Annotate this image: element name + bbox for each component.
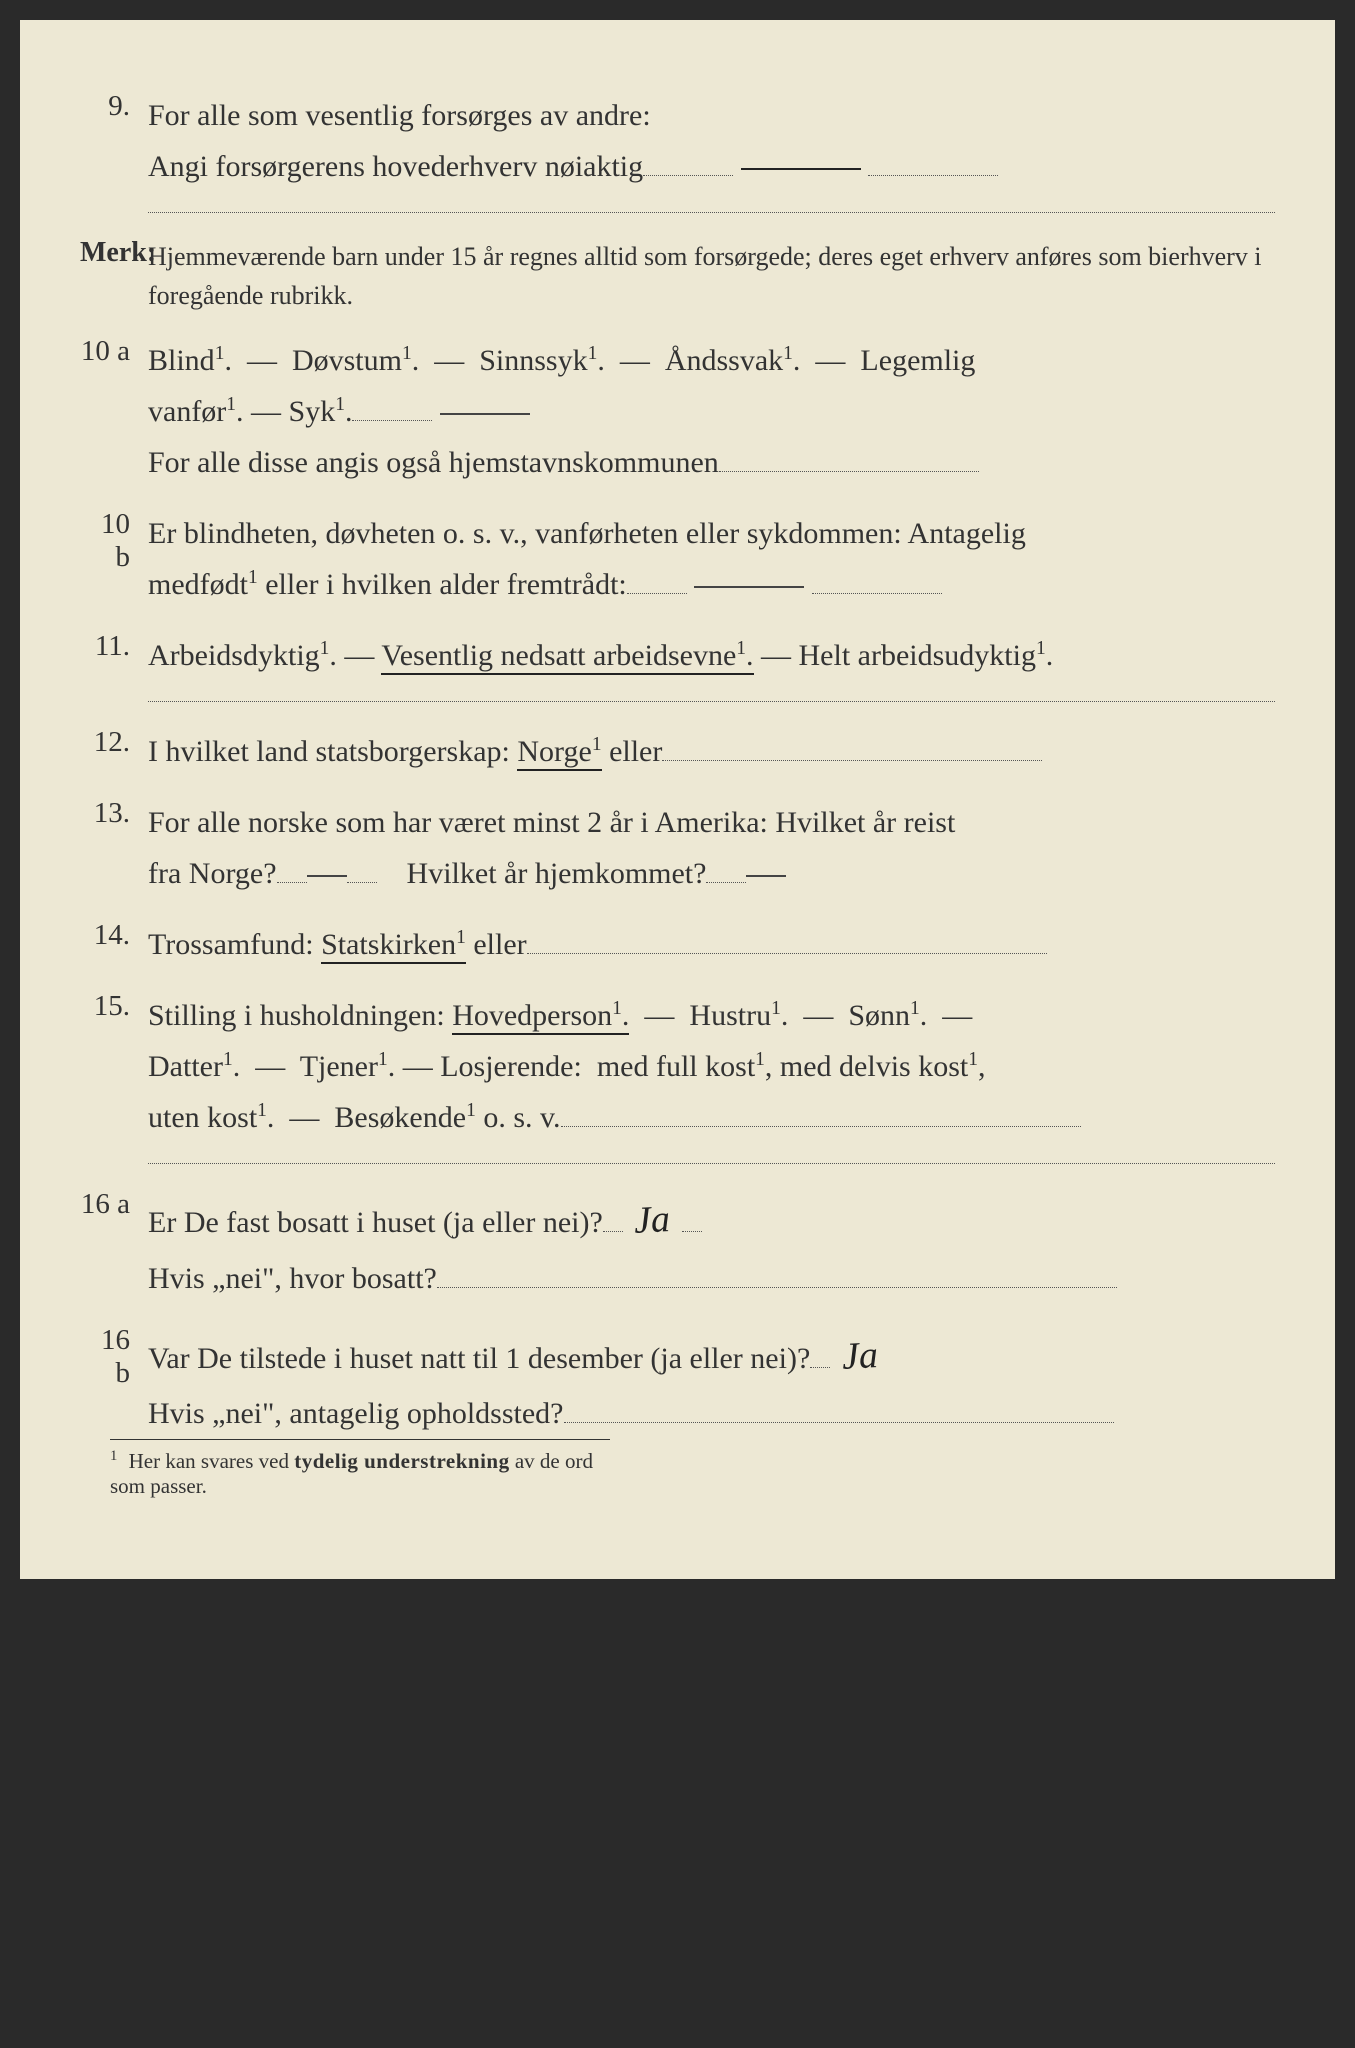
blank-line xyxy=(561,1126,1081,1127)
question-content: Var De tilstede i huset natt til 1 desem… xyxy=(148,1324,1275,1440)
q10a-options: Blind1. — Døvstum1. — Sinnssyk1. — Åndss… xyxy=(148,335,1275,386)
q15-line3: uten kost1. — Besøkende1 o. s. v. xyxy=(148,1092,1275,1143)
pen-mark xyxy=(741,168,861,170)
question-content: For alle norske som har været minst 2 år… xyxy=(148,797,1275,899)
q9-line1: For alle som vesentlig forsørges av andr… xyxy=(148,90,1275,141)
blank-line xyxy=(527,953,1047,954)
blank-line xyxy=(662,760,1042,761)
question-16a: 16 a Er De fast bosatt i huset (ja eller… xyxy=(80,1188,1275,1304)
question-13: 13. For alle norske som har været minst … xyxy=(80,797,1275,899)
footnote-marker: 1 xyxy=(110,1448,117,1464)
handwritten-answer: Ja xyxy=(633,1187,672,1253)
selected-option: Norge1 xyxy=(517,735,601,771)
question-number: 11. xyxy=(80,630,148,663)
divider-line xyxy=(148,701,1275,702)
blank-line xyxy=(277,882,307,883)
blank-line xyxy=(347,882,377,883)
selected-option: Hovedperson1. xyxy=(452,999,629,1035)
blank-line xyxy=(627,593,687,594)
question-12: 12. I hvilket land statsborgerskap: Norg… xyxy=(80,726,1275,777)
question-14: 14. Trossamfund: Statskirken1 eller xyxy=(80,919,1275,970)
question-number: 12. xyxy=(80,726,148,759)
question-content: Er blindheten, døvheten o. s. v., vanfør… xyxy=(148,508,1275,610)
q10a-options-line2: vanfør1. — Syk1. xyxy=(148,386,1275,437)
question-15: 15. Stilling i husholdningen: Hovedperso… xyxy=(80,990,1275,1143)
pen-mark xyxy=(307,875,347,877)
q16b-line2: Hvis „nei", antagelig opholdssted? xyxy=(148,1388,1275,1439)
q10b-line2: medfødt1 eller i hvilken alder fremtrådt… xyxy=(148,559,1275,610)
divider-line xyxy=(148,212,1275,213)
question-content: Stilling i husholdningen: Hovedperson1. … xyxy=(148,990,1275,1143)
blank-line xyxy=(437,1287,1117,1288)
q10b-line1: Er blindheten, døvheten o. s. v., vanfør… xyxy=(148,508,1275,559)
q10a-line3: For alle disse angis også hjemstavnskomm… xyxy=(148,437,1275,488)
q16b-line1: Var De tilstede i huset natt til 1 desem… xyxy=(148,1324,1275,1389)
q15-line1: Stilling i husholdningen: Hovedperson1. … xyxy=(148,990,1275,1041)
question-9: 9. For alle som vesentlig forsørges av a… xyxy=(80,90,1275,192)
question-number: 15. xyxy=(80,990,148,1023)
footnote: 1 Her kan svares ved tydelig understrekn… xyxy=(110,1439,610,1499)
blank-line xyxy=(643,175,733,176)
q13-line2: fra Norge? Hvilket år hjemkommet? xyxy=(148,848,1275,899)
blank-line xyxy=(682,1231,702,1232)
question-10b: 10 b Er blindheten, døvheten o. s. v., v… xyxy=(80,508,1275,610)
question-number: 10 b xyxy=(80,508,148,574)
question-content: I hvilket land statsborgerskap: Norge1 e… xyxy=(148,726,1275,777)
q13-line1: For alle norske som har været minst 2 år… xyxy=(148,797,1275,848)
blank-line xyxy=(564,1422,1114,1423)
blank-line xyxy=(719,471,979,472)
census-form-page: 9. For alle som vesentlig forsørges av a… xyxy=(20,20,1335,1579)
question-10a: 10 a Blind1. — Døvstum1. — Sinnssyk1. — … xyxy=(80,335,1275,488)
question-number: 10 a xyxy=(80,335,148,368)
question-11: 11. Arbeidsdyktig1. — Vesentlig nedsatt … xyxy=(80,630,1275,681)
blank-line xyxy=(352,420,432,421)
blank-line xyxy=(812,593,942,594)
handwritten-answer: Ja xyxy=(840,1323,879,1389)
blank-line xyxy=(868,175,998,176)
blank-line xyxy=(706,882,746,883)
pen-mark xyxy=(694,586,804,588)
q16a-line2: Hvis „nei", hvor bosatt? xyxy=(148,1253,1275,1304)
selected-option: Vesentlig nedsatt arbeidsevne1. xyxy=(381,639,753,675)
question-content: Blind1. — Døvstum1. — Sinnssyk1. — Åndss… xyxy=(148,335,1275,488)
question-content: Er De fast bosatt i huset (ja eller nei)… xyxy=(148,1188,1275,1304)
pen-mark xyxy=(440,413,530,415)
question-number: 13. xyxy=(80,797,148,830)
merk-text: Hjemmeværende barn under 15 år regnes al… xyxy=(148,237,1275,315)
q16a-line1: Er De fast bosatt i huset (ja eller nei)… xyxy=(148,1188,1275,1253)
question-content: For alle som vesentlig forsørges av andr… xyxy=(148,90,1275,192)
blank-line xyxy=(810,1367,830,1368)
question-number: 16 a xyxy=(80,1188,148,1221)
question-number: 14. xyxy=(80,919,148,952)
question-content: Trossamfund: Statskirken1 eller xyxy=(148,919,1275,970)
q9-line2: Angi forsørgerens hovederhverv nøiaktig xyxy=(148,141,1275,192)
question-number: 16 b xyxy=(80,1324,148,1390)
selected-option: Statskirken1 xyxy=(321,928,466,964)
merk-label: Merk: xyxy=(80,237,148,269)
merk-note: Merk: Hjemmeværende barn under 15 år reg… xyxy=(80,237,1275,315)
q15-line2: Datter1. — Tjener1. — Losjerende: med fu… xyxy=(148,1041,1275,1092)
question-number: 9. xyxy=(80,90,148,123)
divider-line xyxy=(148,1163,1275,1164)
question-16b: 16 b Var De tilstede i huset natt til 1 … xyxy=(80,1324,1275,1440)
blank-line xyxy=(603,1231,623,1232)
pen-mark xyxy=(746,875,786,877)
question-content: Arbeidsdyktig1. — Vesentlig nedsatt arbe… xyxy=(148,630,1275,681)
